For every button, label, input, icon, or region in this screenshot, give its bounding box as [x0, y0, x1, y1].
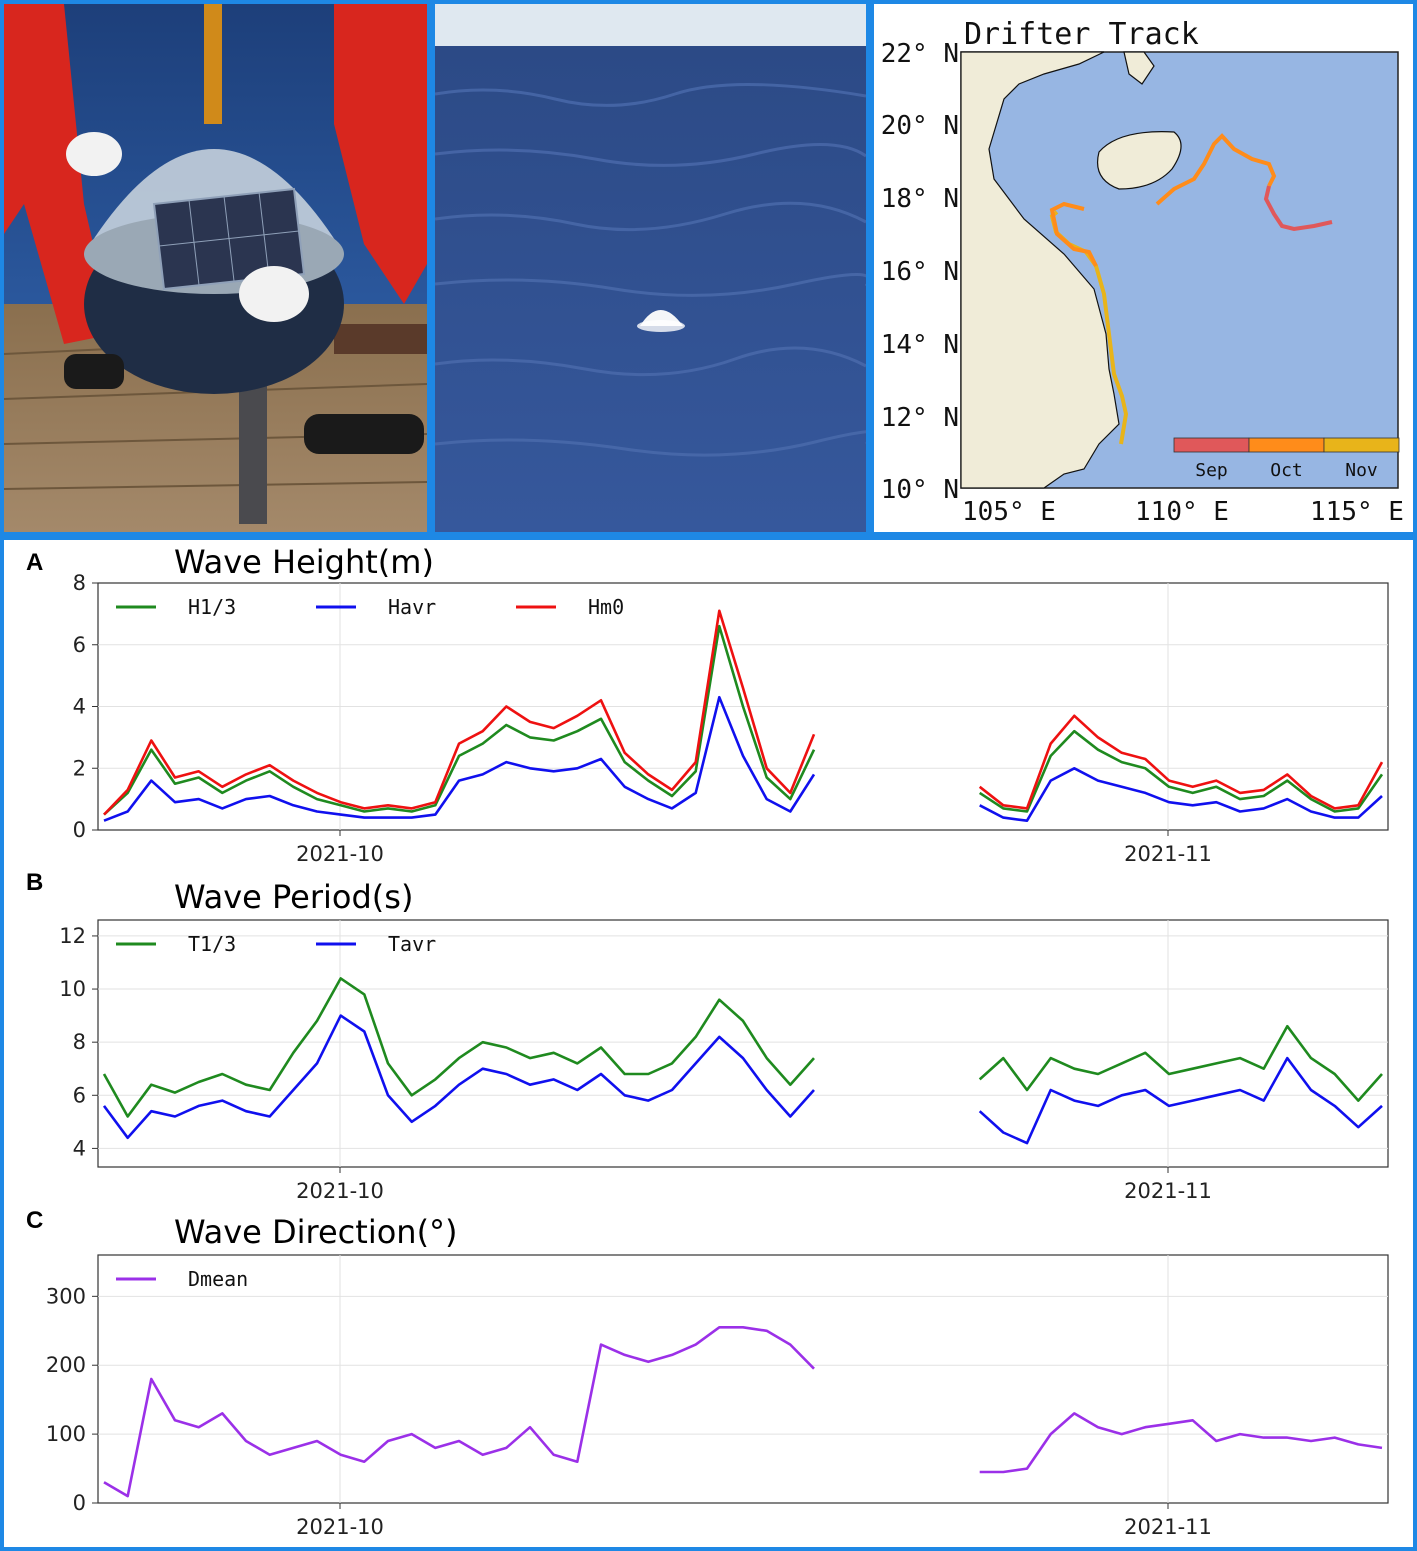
chart-C: C Wave Direction(°) 0 100 200 300 2021-10 2021-… — [26, 1207, 1389, 1539]
legend-label: Hm0 — [588, 595, 624, 619]
track-september — [1263, 185, 1333, 232]
y-tick-label: 8 — [73, 1030, 86, 1054]
track-october — [1049, 133, 1277, 267]
series-line-T1/3 — [102, 977, 1383, 1118]
land-leizhou — [1123, 51, 1155, 85]
map-title: Drifter Track — [964, 17, 1199, 52]
colorbar-segment — [1248, 437, 1325, 453]
series-line-Dmean — [103, 1326, 1383, 1498]
y-tick-label: 0 — [73, 1491, 86, 1515]
y-tick-label: 8 — [73, 571, 86, 595]
chart-title: Wave Period(s) — [174, 878, 413, 916]
x-tick-label: 2021-11 — [1124, 1515, 1212, 1539]
drifter-track-map-panel: Drifter Track 22° N 20° N 18° N 16° N 14° N 1… — [870, 0, 1417, 536]
y-tick-label: 12 — [59, 924, 86, 948]
x-tick-label: 2021-11 — [1124, 1179, 1212, 1203]
colorbar-label: Nov — [1345, 460, 1378, 481]
series-line-Tavr — [102, 1014, 1383, 1145]
land-mainland — [960, 51, 1120, 489]
lat-tick-label: 10° N — [881, 475, 959, 505]
chart-title: Wave Direction(°) — [174, 1213, 458, 1251]
series-line-Havr — [103, 695, 1383, 822]
lat-tick-label: 14° N — [881, 330, 959, 360]
map-colorbar: Sep Oct Nov — [1173, 437, 1400, 481]
legend-label: Tavr — [388, 932, 436, 956]
y-tick-label: 10 — [59, 977, 86, 1001]
x-tick-label: 2021-11 — [1124, 842, 1212, 866]
series-line-Hm0 — [103, 609, 1384, 816]
panel-letter: A — [26, 549, 43, 576]
buoy-at-sea-photo — [431, 0, 880, 536]
buoy-deck-photo — [0, 0, 431, 536]
panel-letter: B — [26, 869, 43, 896]
lat-tick-label: 16° N — [881, 257, 959, 287]
x-tick-label: 2021-10 — [296, 842, 384, 866]
y-tick-label: 300 — [46, 1284, 86, 1308]
colorbar-label: Oct — [1270, 460, 1303, 481]
map-axis-ticks: 22° N 20° N 18° N 16° N 14° N 12° N 10° N105° … — [881, 39, 1404, 527]
y-tick-label: 2 — [73, 756, 86, 780]
lat-tick-label: 12° N — [881, 403, 959, 433]
legend: T1/3 Tavr — [116, 932, 436, 956]
colorbar-segment — [1323, 437, 1400, 453]
plot-area — [97, 919, 1389, 1168]
lon-tick-label: 115° E — [1310, 497, 1404, 527]
wave-charts: A Wave Height(m) 0 2 4 6 8 2021-10 2021-11 H1/3 Ha… — [26, 543, 1389, 1539]
chart-B: B Wave Period(s) 4 6 8 10 12 2021-10 2021-11 T1/3… — [26, 869, 1389, 1203]
y-tick-label: 0 — [73, 818, 86, 842]
colorbar-label: Sep — [1195, 460, 1228, 481]
legend-label: Dmean — [188, 1267, 248, 1291]
lon-tick-label: 105° E — [962, 497, 1056, 527]
chart-A: A Wave Height(m) 0 2 4 6 8 2021-10 2021-11 H1/3 Ha… — [26, 543, 1389, 866]
legend-label: T1/3 — [188, 932, 236, 956]
y-tick-label: 4 — [73, 1136, 86, 1160]
wave-charts-panel: A Wave Height(m) 0 2 4 6 8 2021-10 2021-11 H1/3 Ha… — [0, 536, 1417, 1551]
land-hainan — [1097, 131, 1182, 190]
colorbar-segment — [1173, 437, 1250, 453]
y-tick-label: 6 — [73, 633, 86, 657]
buoy-deck-illustration — [3, 4, 428, 532]
panel-letter: C — [26, 1207, 43, 1234]
x-tick-label: 2021-10 — [296, 1515, 384, 1539]
lat-tick-label: 18° N — [881, 184, 959, 214]
legend-label: H1/3 — [188, 595, 236, 619]
legend: Dmean — [116, 1267, 248, 1291]
y-tick-label: 200 — [46, 1353, 86, 1377]
y-tick-label: 4 — [73, 695, 86, 719]
drifter-track-map: Drifter Track 22° N 20° N 18° N 16° N 14° N 1… — [881, 17, 1404, 527]
lat-tick-label: 22° N — [881, 39, 959, 69]
x-tick-label: 2021-10 — [296, 1179, 384, 1203]
plot-area — [97, 1254, 1389, 1504]
lon-tick-label: 110° E — [1135, 497, 1229, 527]
y-tick-label: 6 — [73, 1083, 86, 1107]
legend-label: Havr — [388, 595, 436, 619]
chart-title: Wave Height(m) — [174, 543, 434, 581]
legend: H1/3 Havr Hm0 — [116, 595, 624, 619]
sea-illustration — [434, 4, 880, 532]
y-tick-label: 100 — [46, 1422, 86, 1446]
series-line-H1/3 — [103, 624, 1384, 816]
lat-tick-label: 20° N — [881, 111, 959, 141]
